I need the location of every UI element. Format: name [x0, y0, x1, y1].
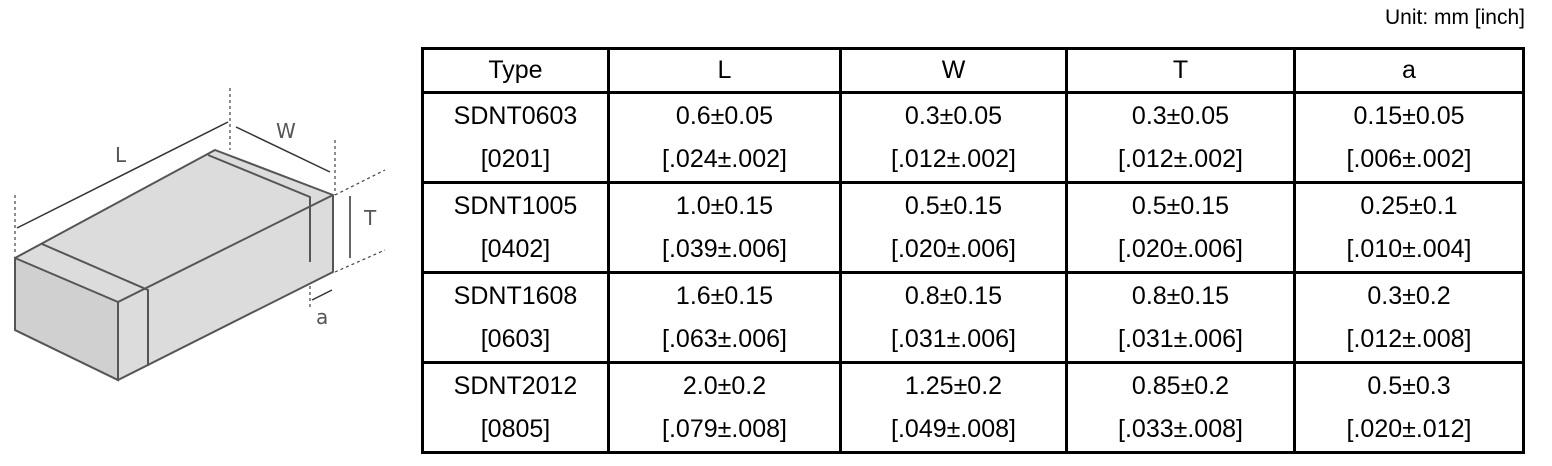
table-row: SDNT0603 [0201] 0.6±0.05 [.024±.002] 0.3±0.0… [421, 91, 1525, 184]
table-cell: 0.85±0.2 [.033±.008] [1065, 361, 1296, 454]
cell-line: [.020±.006] [891, 234, 1016, 263]
cell-line: [.020±.012] [1346, 414, 1472, 443]
header-cell: T [1065, 47, 1296, 94]
cell-line: SDNT0603 [453, 101, 578, 130]
diagram-label: L [115, 143, 127, 167]
table-row: SDNT1005 [0402] 1.0±0.15 [.039±.006] 0.5±0.1… [421, 181, 1525, 274]
table-row: SDNT2012 [0805] 2.0±0.2 [.079±.008] 1.25±0.2… [421, 361, 1525, 454]
cell-line: [.024±.002] [662, 144, 787, 173]
table-body: SDNT0603 [0201] 0.6±0.05 [.024±.002] 0.3±0.0… [421, 91, 1525, 454]
cell-line: [0805] [480, 414, 551, 443]
cell-line: [.031±.006] [1118, 324, 1243, 353]
cell-line: 0.8±0.15 [1131, 281, 1230, 310]
table-cell: SDNT1005 [0402] [421, 181, 610, 274]
cell-line: [.049±.008] [891, 414, 1016, 443]
chip-diagram: L W T a [14, 88, 386, 382]
table-cell: 1.0±0.15 [.039±.006] [607, 181, 842, 274]
cell-line: [.012±.008] [1346, 324, 1472, 353]
table-cell: SDNT0603 [0201] [421, 91, 610, 184]
cell-line: [.063±.006] [662, 324, 787, 353]
cell-line: 0.5±0.15 [904, 191, 1003, 220]
cell-line: [.010±.004] [1346, 234, 1472, 263]
diagram-label: a [316, 305, 328, 329]
table-cell: 0.3±0.2 [.012±.008] [1293, 271, 1525, 364]
unit-note: Unit: mm [inch] [1384, 6, 1525, 29]
table-cell: 0.5±0.15 [.020±.006] [839, 181, 1068, 274]
diagram-label: T [363, 206, 377, 230]
header-cell: a [1293, 47, 1525, 94]
table-cell: 2.0±0.2 [.079±.008] [607, 361, 842, 454]
cell-line: 0.25±0.1 [1360, 191, 1458, 220]
cell-line: [0402] [480, 234, 551, 263]
cell-line: 0.3±0.05 [904, 101, 1003, 130]
cell-line: SDNT2012 [453, 371, 578, 400]
header-cell: Type [421, 47, 610, 94]
header-cell: L [607, 47, 842, 94]
table-cell: 0.6±0.05 [.024±.002] [607, 91, 842, 184]
cell-line: [.012±.002] [1118, 144, 1243, 173]
cell-line: 0.3±0.05 [1131, 101, 1230, 130]
cell-line: 0.15±0.05 [1353, 101, 1465, 130]
cell-line: [.039±.006] [662, 234, 787, 263]
cell-line: [.020±.006] [1118, 234, 1243, 263]
cell-line: 0.5±0.3 [1367, 371, 1451, 400]
table-cell: 0.5±0.3 [.020±.012] [1293, 361, 1525, 454]
cell-line: 0.85±0.2 [1131, 371, 1230, 400]
cell-line: SDNT1608 [453, 281, 578, 310]
cell-line: [0201] [480, 144, 551, 173]
table-cell: 0.15±0.05 [.006±.002] [1293, 91, 1525, 184]
cell-line: [.033±.008] [1118, 414, 1243, 443]
table-cell: 0.8±0.15 [.031±.006] [1065, 271, 1296, 364]
cell-line: 0.6±0.05 [675, 101, 774, 130]
table-cell: 1.25±0.2 [.049±.008] [839, 361, 1068, 454]
cell-line: 1.25±0.2 [904, 371, 1003, 400]
cell-line: 1.6±0.15 [675, 281, 774, 310]
cell-line: 0.3±0.2 [1367, 281, 1451, 310]
table-cell: 0.3±0.05 [.012±.002] [1065, 91, 1296, 184]
cell-line: 2.0±0.2 [682, 371, 767, 400]
cell-line: [0603] [480, 324, 551, 353]
diagram-label: W [276, 119, 296, 143]
table-row: SDNT1608 [0603] 1.6±0.15 [.063±.006] 0.8±0.1… [421, 271, 1525, 364]
table-cell: 1.6±0.15 [.063±.006] [607, 271, 842, 364]
table-cell: 0.25±0.1 [.010±.004] [1293, 181, 1525, 274]
cell-line: 0.8±0.15 [904, 281, 1003, 310]
header-cell: W [839, 47, 1068, 94]
cell-line: 0.5±0.15 [1131, 191, 1230, 220]
table-cell: 0.5±0.15 [.020±.006] [1065, 181, 1296, 274]
cell-line: 1.0±0.15 [675, 191, 774, 220]
table-cell: 0.3±0.05 [.012±.002] [839, 91, 1068, 184]
cell-line: SDNT1005 [453, 191, 578, 220]
table-cell: SDNT1608 [0603] [421, 271, 610, 364]
table-cell: SDNT2012 [0805] [421, 361, 610, 454]
cell-line: [.012±.002] [891, 144, 1016, 173]
cell-line: [.006±.002] [1346, 144, 1472, 173]
table-cell: 0.8±0.15 [.031±.006] [839, 271, 1068, 364]
cell-line: [.079±.008] [662, 414, 787, 443]
cell-line: [.031±.006] [891, 324, 1016, 353]
